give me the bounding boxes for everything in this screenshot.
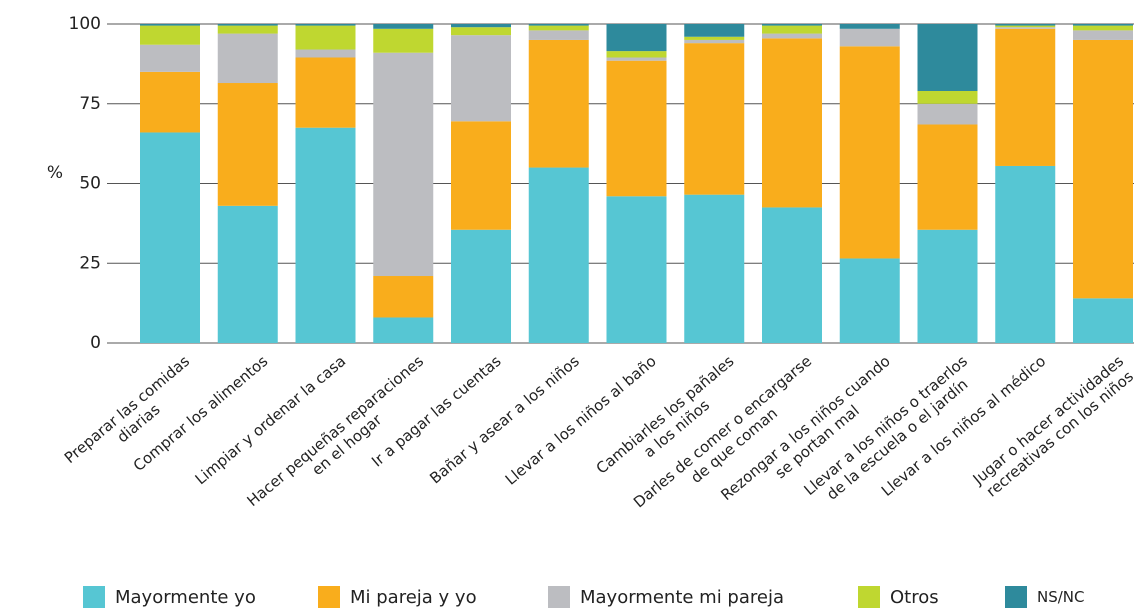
legend-item: Mi pareja y yo <box>318 586 477 608</box>
y-tick-label: 50 <box>79 174 101 194</box>
bar-segment <box>373 28 434 53</box>
bar-segment <box>995 25 1056 28</box>
y-tick-label: 0 <box>90 333 101 353</box>
bar-segment <box>373 276 434 318</box>
bar-segment <box>295 57 356 128</box>
y-tick-label: 100 <box>69 14 101 34</box>
bar-segment <box>762 38 822 208</box>
bar-segment <box>995 24 1056 26</box>
bar-segment <box>995 165 1056 343</box>
y-axis-label: % <box>47 163 63 183</box>
bar-segment <box>1073 25 1133 31</box>
legend-label: Mi pareja y yo <box>350 586 477 608</box>
bar-segment <box>762 207 822 343</box>
bar-segment <box>606 57 667 61</box>
bar-segment <box>295 49 356 58</box>
bar-segment <box>995 28 1056 166</box>
bar-segment <box>295 25 356 50</box>
bar-segment <box>217 205 278 343</box>
legend-item: Otros <box>858 586 939 608</box>
legend-label: NS/NC <box>1037 588 1085 606</box>
bar-segment <box>217 83 278 206</box>
legend-swatch <box>1005 586 1027 608</box>
bar-segment <box>451 229 511 343</box>
y-tick-label: 75 <box>79 94 101 114</box>
bar-segment <box>140 132 200 343</box>
bar-segment <box>606 196 667 343</box>
legend-item: Mayormente yo <box>83 586 256 608</box>
bar-segment <box>917 124 978 230</box>
bar-segment <box>451 121 511 230</box>
legend-swatch <box>858 586 880 608</box>
bar-segment <box>528 24 589 26</box>
bar-segment <box>373 24 434 29</box>
bar-segment <box>684 36 745 40</box>
bar-segment <box>762 33 822 39</box>
bar-segment <box>451 35 511 122</box>
bar-segment <box>684 24 745 37</box>
legend-label: Mayormente mi pareja <box>580 586 785 608</box>
bar-segment <box>839 24 900 29</box>
bar-segment <box>684 43 745 195</box>
bar-segment <box>995 27 1056 29</box>
bar-segment <box>373 317 434 343</box>
legend-item: Mayormente mi pareja <box>548 586 784 608</box>
bar-segment <box>606 51 667 58</box>
legend-label: Mayormente yo <box>115 586 256 608</box>
bar-segment <box>217 33 278 84</box>
legend-label: Otros <box>890 586 939 608</box>
bar-segment <box>762 24 822 26</box>
bar-segment <box>917 229 978 343</box>
bar-segment <box>140 24 200 26</box>
bar-segment <box>140 44 200 72</box>
bar-segment <box>1073 30 1133 40</box>
bar-segment <box>217 24 278 26</box>
bar-segment <box>528 25 589 31</box>
legend-item: NS/NC <box>1005 586 1085 608</box>
bar-segment <box>684 194 745 343</box>
bar-segment <box>295 24 356 26</box>
bar-segment <box>217 25 278 34</box>
bar-segment <box>606 60 667 197</box>
bar-segment <box>528 39 589 168</box>
bar-segment <box>373 52 434 277</box>
bar-segment <box>140 25 200 45</box>
bar-segment <box>762 25 822 34</box>
bar-segment <box>684 39 745 44</box>
bar-segment <box>528 167 589 343</box>
bar-segment <box>1073 39 1133 299</box>
legend-swatch <box>318 586 340 608</box>
bar-segment <box>1073 24 1133 26</box>
bar-segment <box>917 90 978 104</box>
bar-segment <box>451 27 511 36</box>
bar-segment <box>839 28 900 47</box>
bar-segment <box>528 30 589 40</box>
bar-segment <box>1073 298 1133 343</box>
bar-segment <box>917 24 978 91</box>
legend-swatch <box>548 586 570 608</box>
bar-segment <box>839 46 900 259</box>
bar-segment <box>839 258 900 343</box>
bar-segment <box>917 103 978 125</box>
bar-segment <box>140 71 200 133</box>
bar-segment <box>606 24 667 52</box>
bar-segment <box>451 24 511 28</box>
legend-swatch <box>83 586 105 608</box>
y-tick-label: 25 <box>79 253 101 273</box>
bar-segment <box>295 127 356 343</box>
